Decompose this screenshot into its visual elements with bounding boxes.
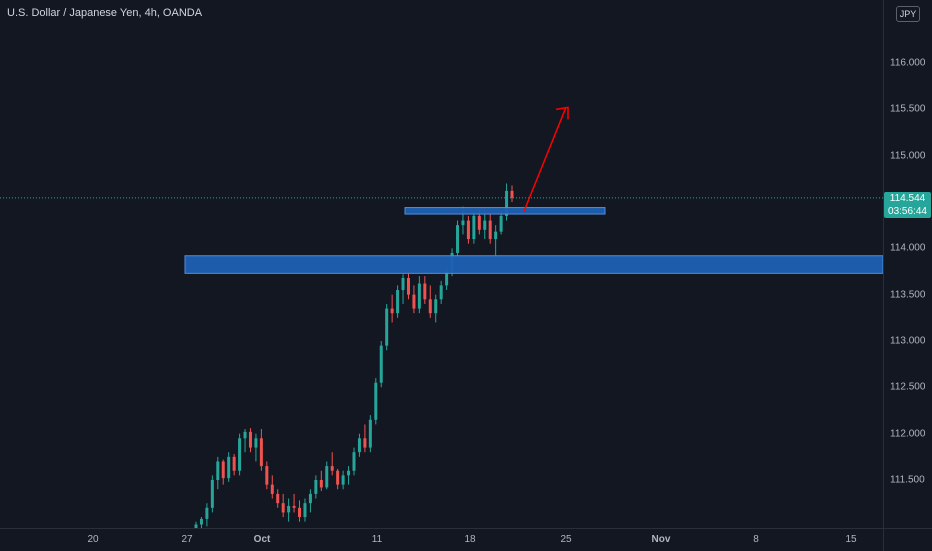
price-tick: 112.000 <box>890 428 926 440</box>
candle-body <box>281 503 285 513</box>
candle-body <box>238 438 242 471</box>
resistance-zone-wide[interactable] <box>184 255 883 274</box>
candles-group <box>194 183 514 528</box>
time-tick: 20 <box>87 534 99 545</box>
price-tick: 114.000 <box>890 242 926 254</box>
arrow-drawing[interactable] <box>523 106 569 212</box>
candle-body <box>216 461 220 480</box>
candle-body <box>396 290 400 314</box>
price-axis[interactable]: 116.000 115.500 115.000 114.000 113.500 113.0… <box>883 0 932 528</box>
candle-body <box>287 505 291 513</box>
axis-corner <box>883 528 932 551</box>
candle-body <box>303 503 307 518</box>
candle-body <box>428 299 432 314</box>
candle-body <box>298 507 302 518</box>
candle-body <box>319 480 323 488</box>
candle-body <box>499 215 503 232</box>
candle-body <box>254 438 258 448</box>
resistance-zone-narrow[interactable] <box>404 207 606 215</box>
candle-body <box>401 277 405 291</box>
time-axis[interactable]: 20 27 Oct 11 18 25 Nov 8 15 <box>0 528 883 551</box>
time-tick: Nov <box>651 534 671 545</box>
candle-body <box>445 271 449 286</box>
candle-body <box>243 431 247 439</box>
time-tick: 8 <box>753 534 759 545</box>
candle-body <box>488 220 492 240</box>
price-tick: 113.000 <box>890 335 926 347</box>
currency-badge[interactable]: JPY <box>896 6 920 22</box>
time-tick: 25 <box>560 534 572 545</box>
candle-body <box>439 285 443 300</box>
price-tick: 116.000 <box>890 57 926 69</box>
price-tick: 115.000 <box>890 150 926 162</box>
candle-body <box>352 452 356 471</box>
candle-body <box>494 231 498 240</box>
candle-body <box>434 299 438 314</box>
arrow-head <box>555 106 569 120</box>
candle-body <box>385 308 389 346</box>
candle-body <box>336 470 340 485</box>
candle-body <box>406 277 410 295</box>
price-tick: 113.500 <box>890 289 926 301</box>
candle-body <box>483 220 487 230</box>
time-tick: 27 <box>181 534 193 545</box>
candle-body <box>466 220 470 240</box>
candle-body <box>199 518 203 525</box>
candle-body <box>456 225 460 253</box>
candle-body <box>374 382 378 420</box>
candle-body <box>390 308 394 314</box>
candle-body <box>205 507 209 519</box>
chart-title: U.S. Dollar / Japanese Yen, 4h, OANDA <box>7 7 203 19</box>
time-tick: Oct <box>253 534 271 545</box>
candle-body <box>363 438 367 448</box>
candle-body <box>417 283 421 309</box>
time-tick: 18 <box>464 534 476 545</box>
candle-body <box>357 438 361 453</box>
candle-body <box>412 294 416 309</box>
candle-body <box>265 466 269 485</box>
candle-body <box>330 466 334 471</box>
candle-body <box>308 493 312 504</box>
last-price-value: 114.544 <box>889 193 926 204</box>
candle-body <box>505 190 509 216</box>
candle-body <box>477 215 481 230</box>
candle-body <box>221 461 225 479</box>
candle-body <box>259 438 263 467</box>
price-tick: 115.500 <box>890 103 926 115</box>
candle-body <box>341 475 345 485</box>
last-price-tag: 114.544 03:56:44 <box>884 192 931 218</box>
candle-body <box>423 283 427 300</box>
candle-body <box>379 345 383 383</box>
candle-body <box>510 190 514 198</box>
candle-body <box>232 456 236 471</box>
chart-canvas[interactable] <box>0 0 883 528</box>
candle-body <box>325 466 329 488</box>
candle-body <box>292 505 296 508</box>
candle-body <box>276 493 280 504</box>
candle-body <box>210 480 214 508</box>
candle-body <box>472 215 476 240</box>
candle-body <box>368 419 372 448</box>
time-tick: 15 <box>845 534 857 545</box>
price-tick: 112.500 <box>890 381 926 393</box>
bar-countdown: 03:56:44 <box>888 206 927 217</box>
candle-body <box>227 456 231 479</box>
candle-body <box>347 470 351 476</box>
candle-body <box>314 480 318 494</box>
candle-body <box>194 524 198 528</box>
candle-body <box>248 431 252 448</box>
candle-body <box>461 220 465 226</box>
price-tick: 111.500 <box>890 474 925 486</box>
arrow-line[interactable] <box>523 107 567 212</box>
candle-body <box>270 484 274 494</box>
chart-area[interactable]: U.S. Dollar / Japanese Yen, 4h, OANDA <box>0 0 883 528</box>
time-tick: 11 <box>371 534 383 545</box>
